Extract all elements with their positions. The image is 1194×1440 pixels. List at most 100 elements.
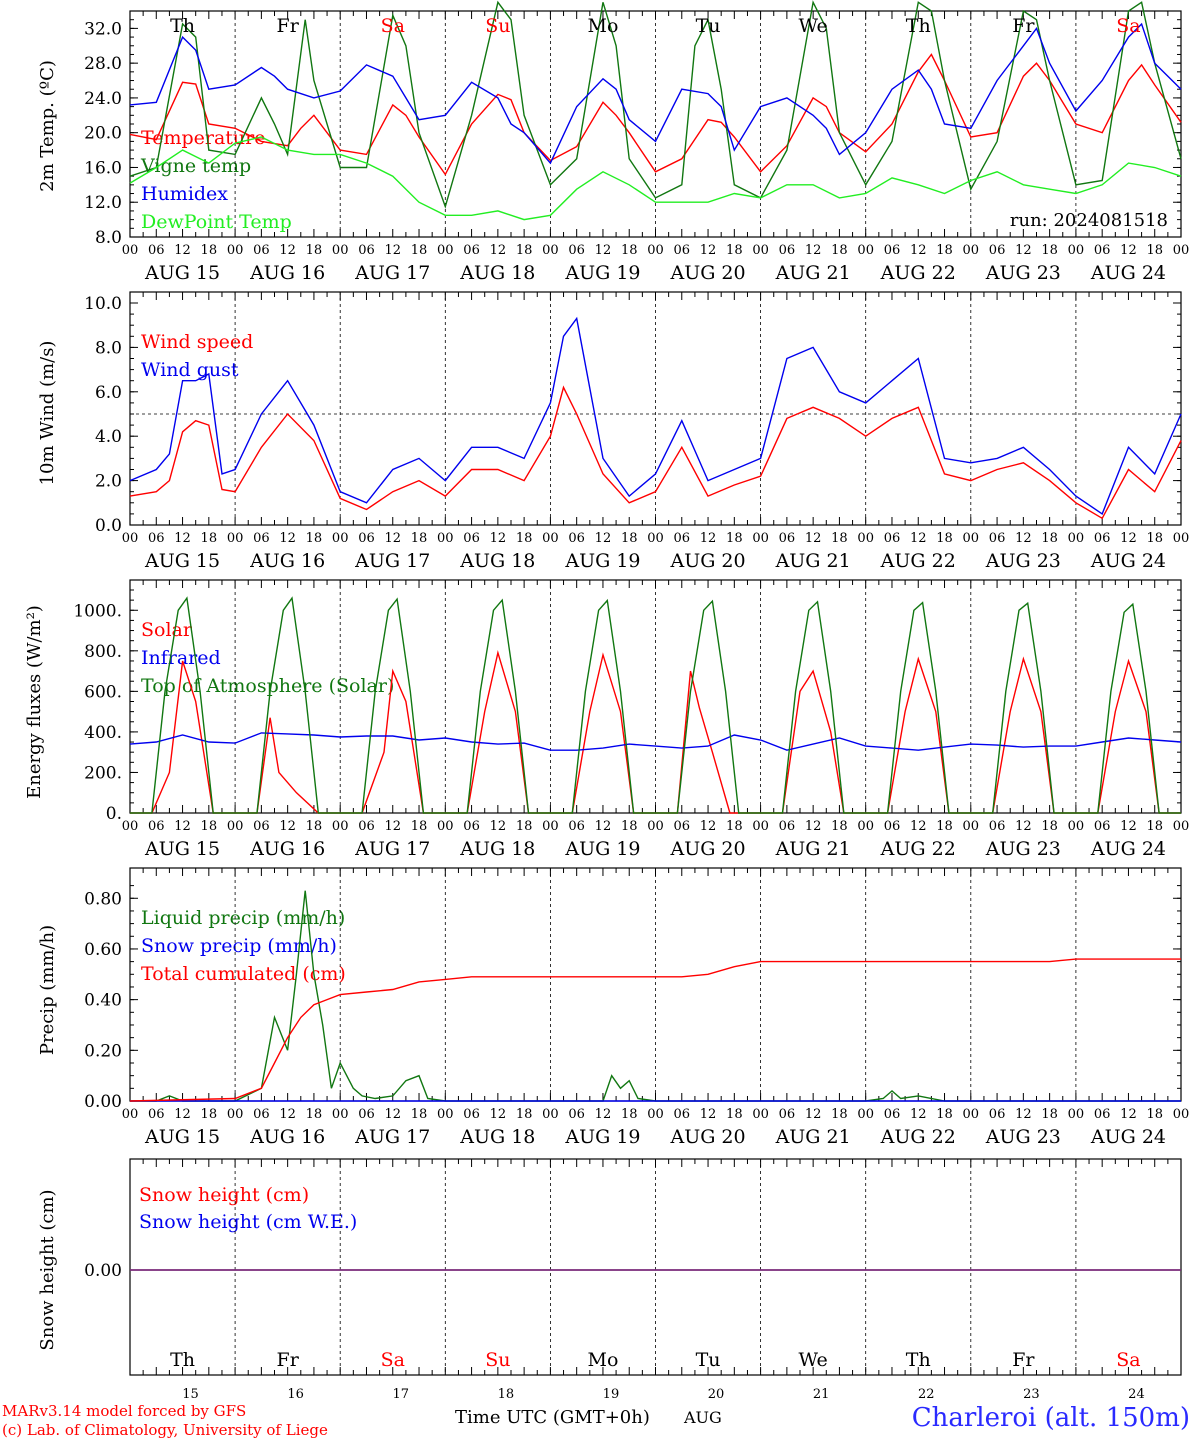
- day-of-week-label: Mo: [587, 15, 618, 37]
- month-label: AUG: [683, 1408, 722, 1427]
- hour-tick-label: 18: [621, 243, 638, 258]
- hour-tick-label: 00: [1173, 819, 1190, 834]
- y-tick-label: 0.00: [84, 1261, 122, 1281]
- hour-tick-label: 18: [936, 819, 953, 834]
- day-of-week-label: Fr: [1012, 15, 1035, 37]
- hour-tick-label: 18: [1041, 243, 1058, 258]
- hour-tick-label: 00: [1068, 531, 1085, 546]
- day-number-label: 22: [918, 1387, 935, 1402]
- day-of-week-label: Th: [170, 15, 195, 37]
- y-tick-label: 32.0: [84, 19, 122, 39]
- hour-tick-label: 06: [779, 819, 796, 834]
- hour-tick-label: 06: [779, 1107, 796, 1122]
- hour-tick-label: 12: [700, 531, 717, 546]
- hour-tick-label: 12: [1015, 819, 1032, 834]
- hour-tick-label: 00: [122, 531, 139, 546]
- hour-tick-label: 18: [831, 819, 848, 834]
- hour-tick-label: 18: [201, 1107, 218, 1122]
- series-line: [129, 385, 1182, 520]
- hour-tick-label: 06: [989, 531, 1006, 546]
- y-tick-label: 0.20: [84, 1041, 122, 1061]
- y-tick-label: 600.: [84, 682, 122, 702]
- legend-dewpoint-temp: DewPoint Temp: [141, 211, 292, 233]
- day-number-label: 24: [1128, 1387, 1145, 1402]
- series-line: [129, 136, 1182, 221]
- y-tick-label: 200.: [84, 763, 122, 783]
- hour-tick-label: 18: [936, 243, 953, 258]
- hour-tick-label: 00: [542, 1107, 559, 1122]
- hour-tick-label: 00: [542, 531, 559, 546]
- legend-snow-height-we: Snow height (cm W.E.): [139, 1211, 357, 1233]
- date-label: AUG 21: [775, 262, 851, 284]
- hour-tick-label: 00: [437, 243, 454, 258]
- hour-tick-label: 12: [595, 531, 612, 546]
- hour-tick-label: 06: [1094, 819, 1111, 834]
- hour-tick-label: 00: [963, 531, 980, 546]
- precip-y-axis-label: Precip (mm/h): [37, 925, 58, 1055]
- day-number-label: 23: [1023, 1387, 1040, 1402]
- day-of-week-label: Th: [906, 1349, 931, 1371]
- hour-tick-label: 12: [910, 1107, 927, 1122]
- hour-tick-label: 06: [358, 243, 375, 258]
- date-label: AUG 18: [459, 550, 535, 572]
- hour-tick-label: 06: [674, 1107, 691, 1122]
- hour-tick-label: 00: [1173, 1107, 1190, 1122]
- hour-tick-label: 00: [752, 819, 769, 834]
- date-label: AUG 21: [775, 550, 851, 572]
- date-label: AUG 24: [1090, 1126, 1166, 1148]
- hour-tick-label: 18: [726, 531, 743, 546]
- date-label: AUG 18: [459, 262, 535, 284]
- date-label: AUG 16: [249, 838, 325, 860]
- hour-tick-label: 06: [568, 243, 585, 258]
- date-label: AUG 24: [1090, 550, 1166, 572]
- hour-tick-label: 00: [437, 531, 454, 546]
- date-label: AUG 15: [144, 1126, 220, 1148]
- date-label: AUG 18: [459, 838, 535, 860]
- date-label: AUG 20: [669, 550, 745, 572]
- y-tick-label: 8.0: [95, 338, 122, 358]
- legend-total-cumulated: Total cumulated (cm): [141, 963, 346, 985]
- day-number-label: 19: [603, 1387, 620, 1402]
- hour-tick-label: 12: [595, 819, 612, 834]
- y-tick-label: 0.40: [84, 991, 122, 1011]
- day-of-week-label: Fr: [1012, 1349, 1035, 1371]
- hour-tick-label: 12: [910, 243, 927, 258]
- hour-tick-label: 00: [332, 243, 349, 258]
- date-label: AUG 20: [669, 262, 745, 284]
- hour-tick-label: 12: [805, 531, 822, 546]
- hour-tick-label: 18: [516, 243, 533, 258]
- date-label: AUG 15: [144, 838, 220, 860]
- day-of-week-label: Tu: [696, 15, 721, 37]
- day-number-label: 15: [182, 1387, 199, 1402]
- legend-liquid-precip: Liquid precip (mm/h): [141, 907, 345, 929]
- day-of-week-label: Fr: [277, 1349, 300, 1371]
- hour-tick-label: 18: [621, 819, 638, 834]
- footer: MARv3.14 model forced by GFS (c) Lab. of…: [2, 1402, 1190, 1439]
- hour-tick-label: 00: [227, 531, 244, 546]
- date-label: AUG 17: [354, 838, 430, 860]
- hour-tick-label: 12: [805, 819, 822, 834]
- date-label: AUG 19: [564, 550, 640, 572]
- y-tick-label: 800.: [84, 642, 122, 662]
- date-label: AUG 16: [249, 262, 325, 284]
- hour-tick-label: 18: [1146, 1107, 1163, 1122]
- hour-tick-label: 18: [831, 531, 848, 546]
- x-axis-title: Time UTC (GMT+0h): [455, 1407, 650, 1428]
- precip-panel: Precip (mm/h) Liquid precip (mm/h) Snow …: [37, 867, 1190, 1148]
- hour-tick-label: 12: [1120, 243, 1137, 258]
- hour-tick-label: 00: [227, 819, 244, 834]
- hour-tick-label: 12: [279, 1107, 296, 1122]
- hour-tick-label: 12: [174, 1107, 191, 1122]
- hour-tick-label: 00: [752, 243, 769, 258]
- hour-tick-label: 06: [463, 1107, 480, 1122]
- y-tick-label: 8.0: [95, 228, 122, 248]
- hour-tick-label: 00: [1068, 243, 1085, 258]
- hour-tick-label: 18: [306, 1107, 323, 1122]
- hour-tick-label: 00: [752, 1107, 769, 1122]
- legend-infrared: Infrared: [141, 647, 221, 669]
- y-tick-label: 12.0: [84, 193, 122, 213]
- hour-tick-label: 18: [516, 1107, 533, 1122]
- series-line: [129, 316, 1182, 515]
- hour-tick-label: 12: [384, 819, 401, 834]
- hour-tick-label: 06: [884, 243, 901, 258]
